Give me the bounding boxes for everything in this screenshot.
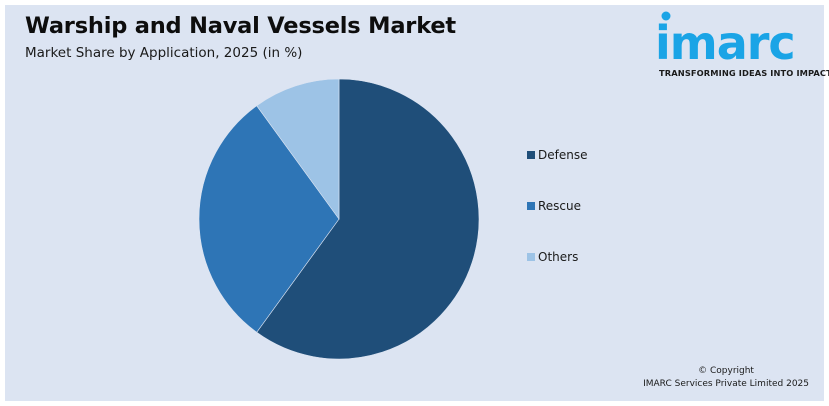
copyright-footer: © Copyright IMARC Services Private Limit… xyxy=(643,365,809,391)
logo-dot-icon xyxy=(661,11,671,21)
legend-swatch-defense xyxy=(527,151,535,159)
logo-tagline: TRANSFORMING IDEAS INTO IMPACT xyxy=(659,68,829,78)
legend-item-defense: Defense xyxy=(527,148,587,162)
legend-label: Rescue xyxy=(538,199,582,213)
company-line: IMARC Services Private Limited 2025 xyxy=(643,379,809,389)
legend-item-others: Others xyxy=(527,250,578,264)
chart-title: Warship and Naval Vessels Market xyxy=(25,13,456,39)
imarc-logo: imarc TRANSFORMING IDEAS INTO IMPACT xyxy=(655,10,829,82)
chart-subtitle: Market Share by Application, 2025 (in %) xyxy=(25,45,303,61)
legend-swatch-rescue xyxy=(527,202,535,210)
legend-label: Others xyxy=(538,250,579,264)
legend-item-rescue: Rescue xyxy=(527,199,581,213)
pie-slice-defense xyxy=(256,78,480,360)
pie-slice-rescue xyxy=(198,105,340,333)
legend-label: Defense xyxy=(538,148,588,162)
legend-swatch-others xyxy=(527,253,535,261)
copyright-line: © Copyright xyxy=(698,366,754,376)
pie-slice-others xyxy=(256,78,340,220)
logo-wordmark: imarc xyxy=(655,16,796,70)
